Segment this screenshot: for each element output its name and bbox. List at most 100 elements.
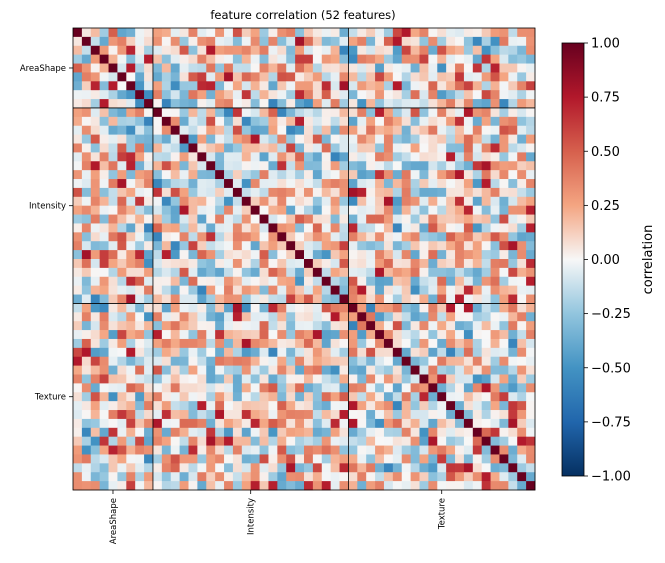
heatmap-cell — [490, 347, 500, 358]
heatmap-cell — [526, 472, 536, 482]
heatmap-cell — [73, 161, 83, 171]
heatmap-cell — [526, 445, 536, 455]
heatmap-cell — [268, 170, 278, 180]
heatmap-cell — [410, 28, 420, 38]
heatmap-cell — [508, 259, 518, 269]
heatmap-cell — [126, 463, 136, 473]
heatmap-cell — [428, 152, 438, 162]
heatmap-cell — [99, 445, 109, 455]
heatmap-cell — [410, 45, 420, 55]
heatmap-cell — [277, 472, 287, 482]
heatmap-cell — [295, 36, 305, 47]
heatmap-cell — [259, 445, 269, 455]
heatmap-cell — [259, 232, 269, 242]
heatmap-cell — [348, 410, 358, 420]
heatmap-cell — [295, 427, 305, 438]
heatmap-cell — [375, 116, 385, 127]
heatmap-cell — [490, 170, 500, 180]
heatmap-cell — [81, 99, 92, 109]
heatmap-cell — [144, 401, 154, 411]
heatmap-cell — [135, 365, 145, 375]
heatmap-cell — [152, 161, 163, 171]
heatmap-cell — [73, 454, 83, 464]
heatmap-cell — [366, 347, 376, 358]
heatmap-cell — [481, 107, 491, 118]
heatmap-cell — [481, 81, 491, 91]
heatmap-cell — [481, 285, 491, 295]
heatmap-cell — [437, 463, 447, 473]
heatmap-cell — [499, 214, 509, 224]
heatmap-cell — [499, 196, 509, 207]
heatmap-cell — [392, 418, 403, 429]
heatmap-cell — [517, 463, 527, 473]
heatmap-cell — [499, 392, 509, 402]
heatmap-cell — [463, 401, 474, 411]
heatmap-cell — [197, 445, 207, 455]
heatmap-cell — [241, 267, 252, 278]
heatmap-cell — [446, 365, 456, 375]
heatmap-cell — [304, 418, 314, 429]
heatmap-cell — [526, 365, 536, 375]
heatmap-cell — [437, 214, 447, 224]
heatmap-cell — [321, 303, 331, 313]
heatmap-cell — [472, 276, 483, 286]
heatmap-cell — [517, 259, 527, 269]
heatmap-cell — [135, 125, 145, 135]
heatmap-cell — [321, 374, 331, 384]
heatmap-cell — [286, 107, 296, 118]
heatmap-cell — [526, 285, 536, 295]
heatmap-cell — [188, 267, 198, 278]
heatmap-cell — [135, 134, 145, 144]
heatmap-cell — [170, 214, 180, 224]
heatmap-cell — [206, 250, 216, 260]
heatmap-cell — [401, 72, 411, 82]
heatmap-cell — [526, 72, 536, 82]
heatmap-cell — [215, 401, 225, 411]
heatmap-cell — [428, 214, 438, 224]
heatmap-cell — [286, 418, 296, 429]
heatmap-cell — [126, 179, 136, 189]
heatmap-cell — [250, 196, 260, 207]
heatmap-cell — [152, 250, 163, 260]
heatmap-cell — [437, 267, 447, 278]
heatmap-cell — [508, 463, 518, 473]
heatmap-cell — [224, 54, 234, 64]
heatmap-cell — [490, 303, 500, 313]
heatmap-cell — [108, 267, 118, 278]
heatmap-cell — [348, 170, 358, 180]
heatmap-cell — [392, 54, 403, 64]
heatmap-cell — [428, 356, 438, 366]
heatmap-cell — [401, 143, 411, 153]
heatmap-cell — [90, 223, 100, 233]
heatmap-cell — [481, 232, 491, 242]
heatmap-cell — [499, 338, 509, 349]
heatmap-cell — [286, 401, 296, 411]
heatmap-cell — [312, 196, 323, 207]
heatmap-cell — [81, 427, 92, 438]
heatmap-cell — [161, 99, 172, 109]
heatmap-cell — [375, 472, 385, 482]
heatmap-cell — [197, 392, 207, 402]
heatmap-cell — [277, 116, 287, 127]
heatmap-cell — [161, 410, 172, 420]
heatmap-cell — [508, 276, 518, 286]
heatmap-cell — [73, 418, 83, 429]
heatmap-cell — [348, 347, 358, 358]
heatmap-cell — [330, 170, 340, 180]
heatmap-cell — [463, 250, 474, 260]
heatmap-cell — [366, 481, 376, 491]
heatmap-cell — [90, 250, 100, 260]
heatmap-cell — [446, 90, 456, 100]
heatmap-cell — [259, 294, 269, 304]
heatmap-cell — [126, 374, 136, 384]
heatmap-cell — [383, 383, 394, 393]
heatmap-cell — [108, 321, 118, 331]
heatmap-cell — [419, 81, 429, 91]
heatmap-cell — [455, 276, 465, 286]
heatmap-cell — [73, 356, 83, 366]
heatmap-cell — [161, 330, 172, 340]
heatmap-cell — [232, 232, 243, 242]
heatmap-cell — [455, 205, 465, 215]
heatmap-cell — [481, 187, 491, 198]
heatmap-cell — [197, 179, 207, 189]
